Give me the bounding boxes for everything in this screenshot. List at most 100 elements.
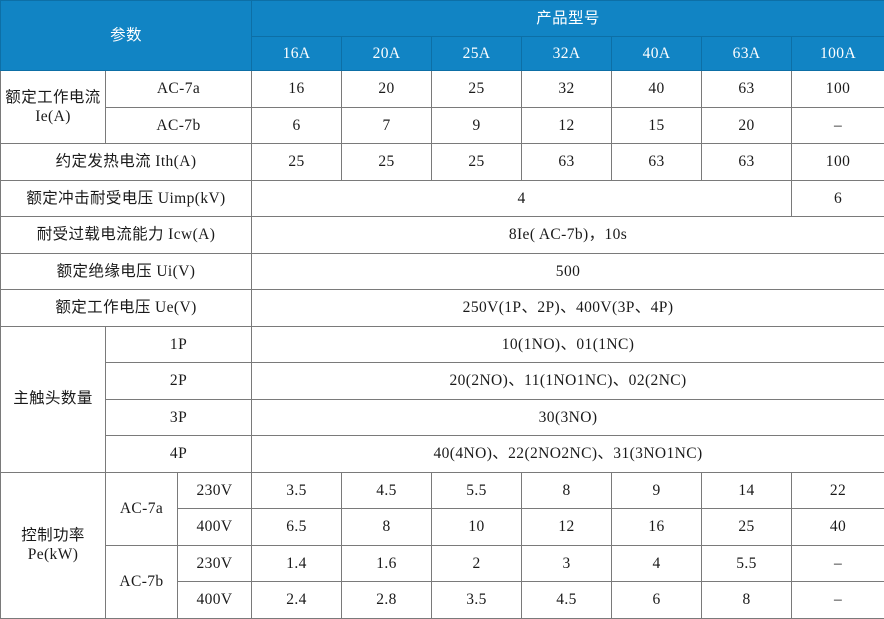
cell-rated-current-ac7a-32a: 32 xyxy=(522,71,612,108)
cell-rated-current-ac7b-63a: 20 xyxy=(702,107,792,144)
header-model-20a: 20A xyxy=(342,37,432,71)
cell-control-power-ac7a-400v-32a: 12 xyxy=(522,509,612,546)
cell-rated-current-ac7b-25a: 9 xyxy=(432,107,522,144)
control-power-label-line1: 控制功率 xyxy=(21,527,85,544)
table-row: 约定发热电流 Ith(A) 25 25 25 63 63 63 100 xyxy=(1,144,884,181)
row-label-impulse-voltage: 额定冲击耐受电压 Uimp(kV) xyxy=(1,180,252,217)
sublabel-rated-current-ac7a: AC-7a xyxy=(106,71,252,108)
row-label-operating-voltage: 额定工作电压 Ue(V) xyxy=(1,290,252,327)
table-row: 额定冲击耐受电压 Uimp(kV) 4 6 xyxy=(1,180,884,217)
cell-rated-current-ac7a-100a: 100 xyxy=(792,71,884,108)
cell-control-power-ac7b-400v-20a: 2.8 xyxy=(342,582,432,619)
sublabel-main-contacts-4p: 4P xyxy=(106,436,252,473)
table-row: 3P 30(3NO) xyxy=(1,399,884,436)
table-row: AC-7b 6 7 9 12 15 20 – xyxy=(1,107,884,144)
cell-control-power-ac7a-400v-100a: 40 xyxy=(792,509,884,546)
cell-control-power-ac7b-400v-25a: 3.5 xyxy=(432,582,522,619)
header-model-25a: 25A xyxy=(432,37,522,71)
cell-control-power-ac7a-230v-40a: 9 xyxy=(612,472,702,509)
header-product-model-label: 产品型号 xyxy=(252,1,884,37)
sublabel-control-power-ac7b-230v: 230V xyxy=(178,545,252,582)
cell-control-power-ac7b-230v-20a: 1.6 xyxy=(342,545,432,582)
row-label-insulation-voltage: 额定绝缘电压 Ui(V) xyxy=(1,253,252,290)
cell-control-power-ac7a-230v-100a: 22 xyxy=(792,472,884,509)
cell-control-power-ac7a-230v-20a: 4.5 xyxy=(342,472,432,509)
cell-rated-current-ac7b-100a: – xyxy=(792,107,884,144)
table-row: 2P 20(2NO)、11(1NO1NC)、02(2NC) xyxy=(1,363,884,400)
sublabel-control-power-ac7b: AC-7b xyxy=(106,545,178,618)
cell-rated-current-ac7a-25a: 25 xyxy=(432,71,522,108)
cell-thermal-current-32a: 63 xyxy=(522,144,612,181)
row-label-main-contacts: 主触头数量 xyxy=(1,326,106,472)
cell-rated-current-ac7b-16a: 6 xyxy=(252,107,342,144)
table-row: 额定绝缘电压 Ui(V) 500 xyxy=(1,253,884,290)
cell-rated-current-ac7a-63a: 63 xyxy=(702,71,792,108)
table-row: 4P 40(4NO)、22(2NO2NC)、31(3NO1NC) xyxy=(1,436,884,473)
cell-rated-current-ac7a-20a: 20 xyxy=(342,71,432,108)
table-row: 主触头数量 1P 10(1NO)、01(1NC) xyxy=(1,326,884,363)
cell-impulse-voltage-16a-63a: 4 xyxy=(252,180,792,217)
header-model-63a: 63A xyxy=(702,37,792,71)
sublabel-control-power-ac7a: AC-7a xyxy=(106,472,178,545)
table-row: 额定工作电压 Ue(V) 250V(1P、2P)、400V(3P、4P) xyxy=(1,290,884,327)
table-row: 额定工作电流 Ie(A) AC-7a 16 20 25 32 40 63 100 xyxy=(1,71,884,108)
cell-control-power-ac7b-400v-63a: 8 xyxy=(702,582,792,619)
sublabel-control-power-ac7b-400v: 400V xyxy=(178,582,252,619)
cell-rated-current-ac7a-16a: 16 xyxy=(252,71,342,108)
row-label-thermal-current: 约定发热电流 Ith(A) xyxy=(1,144,252,181)
cell-control-power-ac7b-400v-100a: – xyxy=(792,582,884,619)
cell-control-power-ac7a-400v-25a: 10 xyxy=(432,509,522,546)
control-power-label-line2: Pe(kW) xyxy=(28,546,79,563)
header-parameter-label: 参数 xyxy=(1,1,252,71)
cell-control-power-ac7a-230v-16a: 3.5 xyxy=(252,472,342,509)
cell-overload-capacity-value: 8Ie( AC-7b)，10s xyxy=(252,217,884,254)
row-label-control-power: 控制功率 Pe(kW) xyxy=(1,472,106,618)
sublabel-control-power-ac7a-230v: 230V xyxy=(178,472,252,509)
cell-control-power-ac7a-400v-16a: 6.5 xyxy=(252,509,342,546)
cell-thermal-current-16a: 25 xyxy=(252,144,342,181)
sublabel-main-contacts-3p: 3P xyxy=(106,399,252,436)
header-model-16a: 16A xyxy=(252,37,342,71)
cell-control-power-ac7b-230v-32a: 3 xyxy=(522,545,612,582)
table-row: 耐受过载电流能力 Icw(A) 8Ie( AC-7b)，10s xyxy=(1,217,884,254)
cell-control-power-ac7b-230v-63a: 5.5 xyxy=(702,545,792,582)
cell-control-power-ac7b-400v-32a: 4.5 xyxy=(522,582,612,619)
sublabel-control-power-ac7a-400v: 400V xyxy=(178,509,252,546)
cell-control-power-ac7b-400v-40a: 6 xyxy=(612,582,702,619)
cell-rated-current-ac7b-32a: 12 xyxy=(522,107,612,144)
cell-main-contacts-2p-value: 20(2NO)、11(1NO1NC)、02(2NC) xyxy=(252,363,884,400)
cell-thermal-current-25a: 25 xyxy=(432,144,522,181)
cell-rated-current-ac7a-40a: 40 xyxy=(612,71,702,108)
sublabel-main-contacts-1p: 1P xyxy=(106,326,252,363)
sublabel-rated-current-ac7b: AC-7b xyxy=(106,107,252,144)
cell-control-power-ac7b-230v-25a: 2 xyxy=(432,545,522,582)
cell-impulse-voltage-100a: 6 xyxy=(792,180,884,217)
cell-insulation-voltage-value: 500 xyxy=(252,253,884,290)
cell-control-power-ac7b-230v-40a: 4 xyxy=(612,545,702,582)
header-model-40a: 40A xyxy=(612,37,702,71)
cell-control-power-ac7b-230v-100a: – xyxy=(792,545,884,582)
cell-rated-current-ac7b-20a: 7 xyxy=(342,107,432,144)
cell-thermal-current-100a: 100 xyxy=(792,144,884,181)
row-label-overload-capacity: 耐受过载电流能力 Icw(A) xyxy=(1,217,252,254)
cell-thermal-current-20a: 25 xyxy=(342,144,432,181)
cell-control-power-ac7a-230v-25a: 5.5 xyxy=(432,472,522,509)
header-model-32a: 32A xyxy=(522,37,612,71)
cell-control-power-ac7b-230v-16a: 1.4 xyxy=(252,545,342,582)
cell-operating-voltage-value: 250V(1P、2P)、400V(3P、4P) xyxy=(252,290,884,327)
cell-control-power-ac7a-400v-20a: 8 xyxy=(342,509,432,546)
cell-rated-current-ac7b-40a: 15 xyxy=(612,107,702,144)
header-model-100a: 100A xyxy=(792,37,884,71)
cell-thermal-current-40a: 63 xyxy=(612,144,702,181)
table-row: 控制功率 Pe(kW) AC-7a 230V 3.5 4.5 5.5 8 9 1… xyxy=(1,472,884,509)
cell-main-contacts-4p-value: 40(4NO)、22(2NO2NC)、31(3NO1NC) xyxy=(252,436,884,473)
cell-main-contacts-1p-value: 10(1NO)、01(1NC) xyxy=(252,326,884,363)
cell-control-power-ac7b-400v-16a: 2.4 xyxy=(252,582,342,619)
cell-control-power-ac7a-230v-63a: 14 xyxy=(702,472,792,509)
sublabel-main-contacts-2p: 2P xyxy=(106,363,252,400)
table-row: AC-7b 230V 1.4 1.6 2 3 4 5.5 – xyxy=(1,545,884,582)
cell-control-power-ac7a-230v-32a: 8 xyxy=(522,472,612,509)
row-label-rated-current: 额定工作电流 Ie(A) xyxy=(1,71,106,144)
table-header-row-primary: 参数 产品型号 xyxy=(1,1,884,37)
